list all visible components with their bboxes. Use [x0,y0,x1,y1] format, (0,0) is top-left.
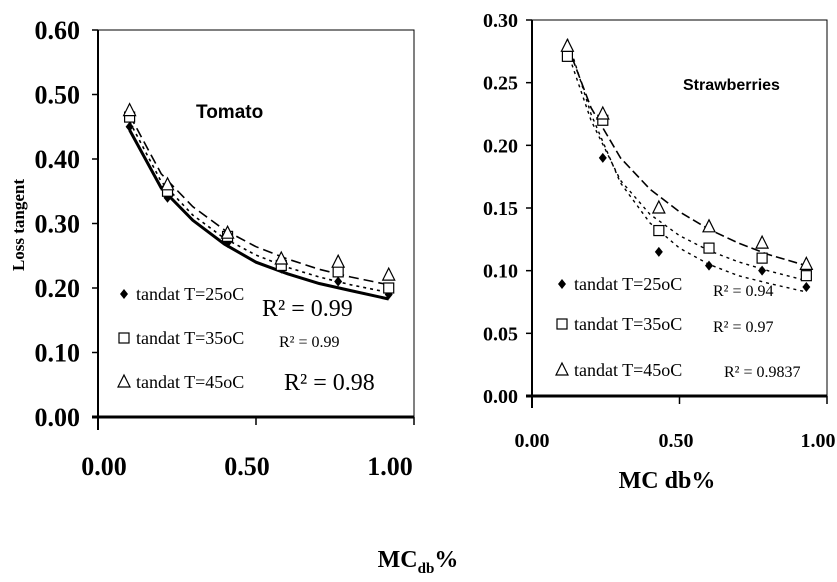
straw-legend-marker-3 [555,361,569,376]
tomato-chart: Tomato Loss tangent 0.00 0.10 0.20 0.30 0.40… [9,16,415,481]
tomato-y-tick-label: 0.20 [35,274,81,303]
straw-x-tick-label: 1.00 [801,430,836,452]
straw-point-series-3 [560,37,575,52]
straw-y-tick-label: 0.20 [483,135,518,157]
straw-point-series-3 [651,199,666,214]
tomato-point-series-3 [381,266,396,281]
tomato-y-axis-label: Loss tangent [9,179,28,271]
straw-point-series-3 [799,256,814,270]
straw-point-series-3 [702,218,716,233]
strawberries-legend: tandat T=25oC R² = 0.94 tandat T=35oC R² = … [555,274,801,381]
tomato-point-series-3 [220,224,235,239]
tomato-data-points [122,102,396,300]
straw-point-series-3 [595,105,610,120]
strawberries-x-ticks: 0.00 0.50 1.00 [515,396,836,452]
tomato-point-series-3 [160,176,175,191]
straw-point-series-1 [705,260,713,271]
strawberries-chart: Strawberries MC db% 0.00 0.05 0.10 0.15 0.20… [483,10,836,494]
straw-legend-label-2: tandat T=35oC [574,314,682,334]
straw-y-tick-label: 0.00 [483,386,518,408]
strawberries-plot-frame [531,19,828,397]
straw-point-series-2 [561,50,574,62]
tomato-legend-label-2: tandat T=35oC [136,328,244,348]
tomato-legend-marker-3 [117,373,131,388]
tomato-y-ticks: 0.00 0.10 0.20 0.30 0.40 0.50 0.60 [35,16,414,432]
tomato-legend-label-3: tandat T=45oC [136,372,244,392]
tomato-x-tick-label: 0.50 [224,452,270,481]
straw-y-tick-label: 0.30 [483,10,518,32]
straw-legend-label-3: tandat T=45oC [574,360,682,380]
tomato-point-series-3 [274,250,289,265]
tomato-title: Tomato [196,102,263,123]
strawberries-title: Strawberries [683,77,780,94]
straw-y-tick-label: 0.10 [483,261,518,283]
tomato-legend-marker-2 [118,332,130,344]
tomato-point-series-2 [332,266,344,278]
tomato-x-ticks: 0.00 0.50 1.00 [81,417,415,481]
straw-legend-marker-2 [556,318,568,330]
strawberries-x-axis-label: MC db% [619,468,716,494]
straw-point-series-1 [758,265,767,276]
straw-y-tick-label: 0.15 [483,198,518,220]
straw-point-series-1 [654,246,663,257]
straw-point-series-2 [703,242,715,254]
tomato-r2-label-2: R² = 0.99 [279,334,340,351]
straw-point-series-2 [800,270,812,282]
tomato-x-tick-label: 0.00 [81,452,127,481]
straw-x-tick-label: 0.50 [659,430,694,452]
tomato-point-series-2 [383,282,395,294]
straw-r2-label-3: R² = 0.9837 [724,364,801,381]
tomato-plot-frame [97,29,415,418]
shared-x-axis-label-subscript: db [418,561,435,577]
tomato-y-tick-label: 0.40 [35,145,81,174]
tomato-legend-label-1: tandat T=25oC [136,284,244,304]
straw-point-series-1 [802,281,811,292]
tomato-x-tick-label: 1.00 [367,452,413,481]
tomato-legend: tandat T=25oC R² = 0.99 tandat T=35oC R² = … [117,284,375,396]
tomato-point-series-3 [122,102,137,117]
straw-point-series-2 [653,224,665,237]
tomato-y-tick-label: 0.60 [35,16,81,45]
straw-x-tick-label: 0.00 [515,430,550,452]
tomato-y-tick-label: 0.50 [35,81,81,110]
tomato-legend-marker-1 [120,289,128,299]
straw-legend-marker-1 [558,279,566,289]
shared-x-axis-label: MCdb% [378,547,459,577]
tomato-r2-label-1: R² = 0.99 [262,296,353,322]
tomato-r2-label-3: R² = 0.98 [284,370,375,396]
straw-r2-label-2: R² = 0.97 [713,319,774,336]
strawberries-y-ticks: 0.00 0.05 0.10 0.15 0.20 0.25 0.30 [483,10,827,408]
tomato-y-tick-label: 0.00 [35,403,81,432]
tomato-point-series-1 [334,276,343,287]
straw-point-series-2 [756,252,768,264]
shared-x-axis-label-main: MC [378,547,418,573]
tomato-point-series-3 [331,253,346,268]
straw-legend-label-1: tandat T=25oC [574,274,682,294]
straw-y-tick-label: 0.25 [483,73,518,95]
strawberries-data-points [560,37,814,292]
tomato-y-tick-label: 0.30 [35,210,81,239]
straw-r2-label-1: R² = 0.94 [713,283,774,300]
straw-point-series-3 [755,234,770,249]
straw-y-tick-label: 0.05 [483,323,518,345]
tomato-y-tick-label: 0.10 [35,339,81,368]
shared-x-axis-label-suffix: % [434,547,458,573]
straw-point-series-1 [598,152,607,163]
tomato-trendline-series-1 [128,129,390,301]
tomato-point-series-1 [125,121,134,132]
